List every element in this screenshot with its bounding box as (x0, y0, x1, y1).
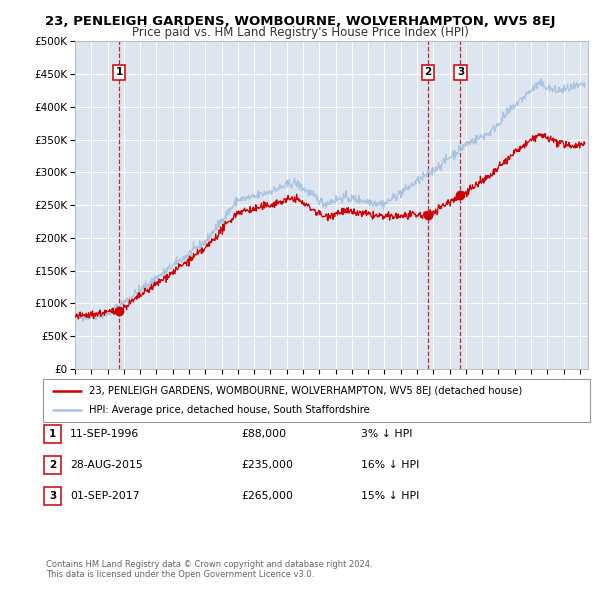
Text: 2: 2 (424, 67, 431, 77)
Text: 16% ↓ HPI: 16% ↓ HPI (361, 460, 419, 470)
Text: 2: 2 (49, 460, 56, 470)
Text: £235,000: £235,000 (241, 460, 293, 470)
Text: 1: 1 (49, 429, 56, 438)
Text: 28-AUG-2015: 28-AUG-2015 (70, 460, 143, 470)
Text: HPI: Average price, detached house, South Staffordshire: HPI: Average price, detached house, Sout… (89, 405, 370, 415)
Text: 3: 3 (457, 67, 464, 77)
Text: 15% ↓ HPI: 15% ↓ HPI (361, 491, 419, 501)
Text: 11-SEP-1996: 11-SEP-1996 (70, 429, 139, 438)
Text: £88,000: £88,000 (241, 429, 286, 438)
Text: 23, PENLEIGH GARDENS, WOMBOURNE, WOLVERHAMPTON, WV5 8EJ: 23, PENLEIGH GARDENS, WOMBOURNE, WOLVERH… (45, 15, 555, 28)
Text: 01-SEP-2017: 01-SEP-2017 (70, 491, 140, 501)
Text: Contains HM Land Registry data © Crown copyright and database right 2024.
This d: Contains HM Land Registry data © Crown c… (46, 560, 373, 579)
Text: £265,000: £265,000 (241, 491, 293, 501)
Text: Price paid vs. HM Land Registry's House Price Index (HPI): Price paid vs. HM Land Registry's House … (131, 26, 469, 39)
Text: 23, PENLEIGH GARDENS, WOMBOURNE, WOLVERHAMPTON, WV5 8EJ (detached house): 23, PENLEIGH GARDENS, WOMBOURNE, WOLVERH… (89, 386, 523, 396)
Text: 1: 1 (115, 67, 122, 77)
Text: 3: 3 (49, 491, 56, 501)
Text: 3% ↓ HPI: 3% ↓ HPI (361, 429, 413, 438)
